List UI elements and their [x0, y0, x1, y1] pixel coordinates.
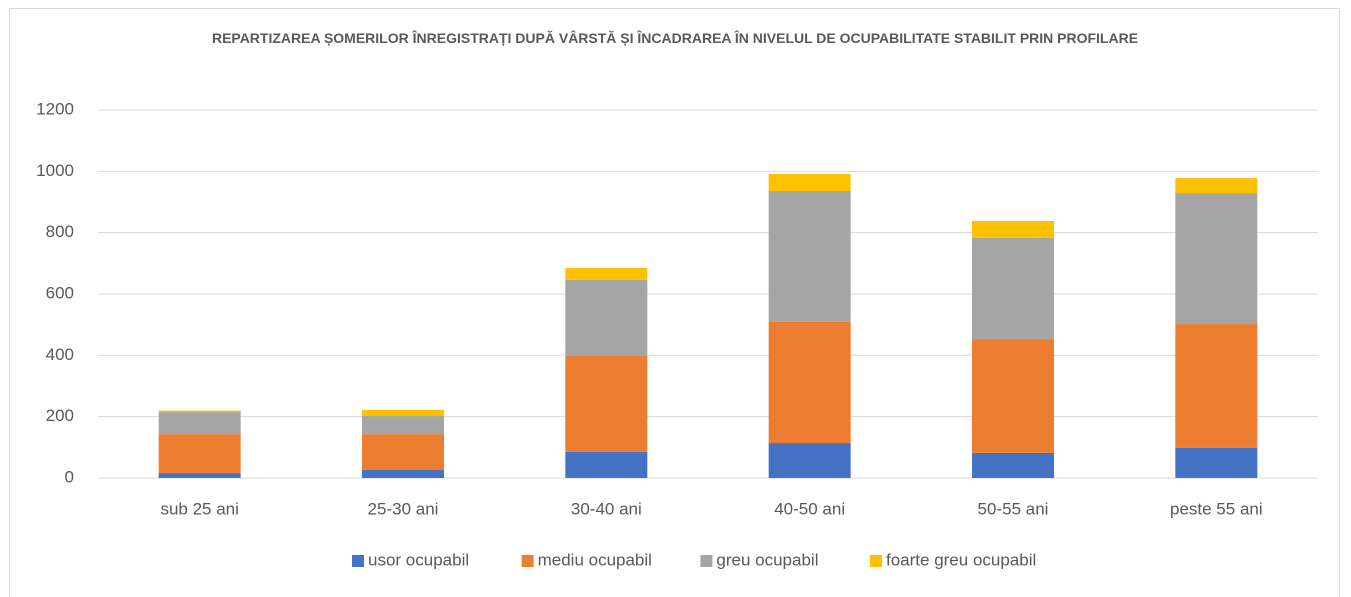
bar-segment — [158, 412, 241, 435]
bar-segment — [565, 267, 648, 280]
legend-swatch — [700, 555, 713, 567]
x-tick-label: 30-40 ani — [571, 499, 642, 518]
bar-segment — [362, 434, 444, 471]
legend-label: greu ocupabil — [716, 550, 818, 569]
bar-segment — [158, 434, 241, 474]
x-tick-label: peste 55 ani — [1170, 499, 1263, 518]
bar-segment — [768, 443, 851, 478]
bar-segment — [362, 470, 444, 478]
x-tick-label: sub 25 ani — [160, 499, 238, 518]
y-tick-label: 600 — [46, 283, 74, 302]
x-tick-label: 50-55 ani — [978, 499, 1049, 518]
bar-segment — [565, 355, 648, 452]
bar-segment — [768, 190, 851, 322]
bar-segment — [1175, 178, 1258, 194]
y-tick-label: 400 — [46, 345, 74, 364]
bar-segment — [565, 279, 648, 356]
x-tick-label: 25-30 ani — [368, 499, 439, 518]
y-tick-label: 1000 — [36, 161, 74, 180]
y-tick-label: 1200 — [36, 99, 74, 118]
chart-title: REPARTIZAREA ȘOMERILOR ÎNREGISTRAȚI DUPĂ… — [211, 30, 1139, 46]
legend-label: foarte greu ocupabil — [886, 550, 1036, 569]
bar-segment — [362, 416, 444, 435]
legend-swatch — [352, 555, 364, 567]
bar-segment — [768, 321, 851, 444]
x-tick-label: 40-50 ani — [774, 499, 845, 518]
bar-segment — [972, 237, 1054, 340]
bar-segment — [1175, 324, 1258, 448]
bar-segment — [972, 339, 1054, 453]
bar-segment — [1175, 447, 1258, 478]
legend-swatch — [870, 555, 882, 567]
legend-swatch — [521, 555, 534, 567]
chart-frame — [9, 8, 1340, 597]
legend-label: usor ocupabil — [368, 550, 469, 569]
y-tick-label: 200 — [46, 406, 74, 425]
y-tick-label: 800 — [46, 222, 74, 241]
bar-segment — [768, 174, 851, 191]
y-tick-label: 0 — [65, 467, 74, 486]
bar-segment — [972, 221, 1054, 238]
bar-segment — [158, 410, 241, 413]
legend-label: mediu ocupabil — [538, 550, 652, 569]
bar-segment — [565, 451, 648, 478]
bar-segment — [972, 452, 1054, 478]
bar-segment — [158, 473, 241, 478]
bar-segment — [1175, 193, 1258, 325]
bar-segment — [362, 409, 444, 417]
